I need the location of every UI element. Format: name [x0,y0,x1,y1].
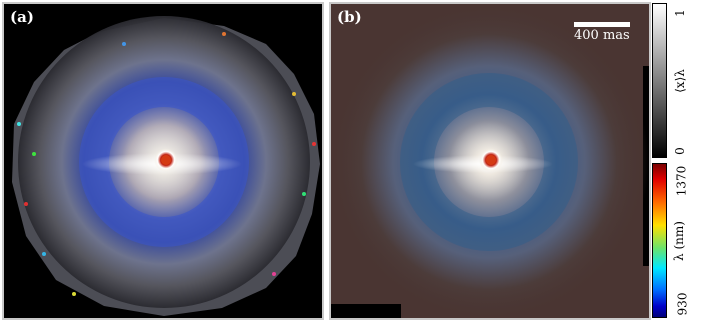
panel-b-label: (b) [337,8,362,26]
colorbar-intensity-max: 1 [672,9,687,17]
panel-a: (a) [2,2,324,320]
panel-b: (b) 400 mas [329,2,651,320]
colorbar-wavelength-min: 930 [675,292,690,316]
colorbar-wavelength [652,163,667,318]
panel-a-label: (a) [10,8,34,26]
scale-bar-label: 400 mas [574,28,630,43]
colorbar-wavelength-label: λ (nm) [671,221,686,261]
panel-a-image [4,4,322,318]
colorbar-intensity-min: 0 [672,147,687,155]
colorbar-intensity-label: ⟨x⟩λ [672,69,687,93]
colorbar-wavelength-max: 1370 [674,165,689,197]
scale-bar [574,22,630,27]
colorbar-intensity [652,3,667,158]
panel-b-image [331,4,649,318]
